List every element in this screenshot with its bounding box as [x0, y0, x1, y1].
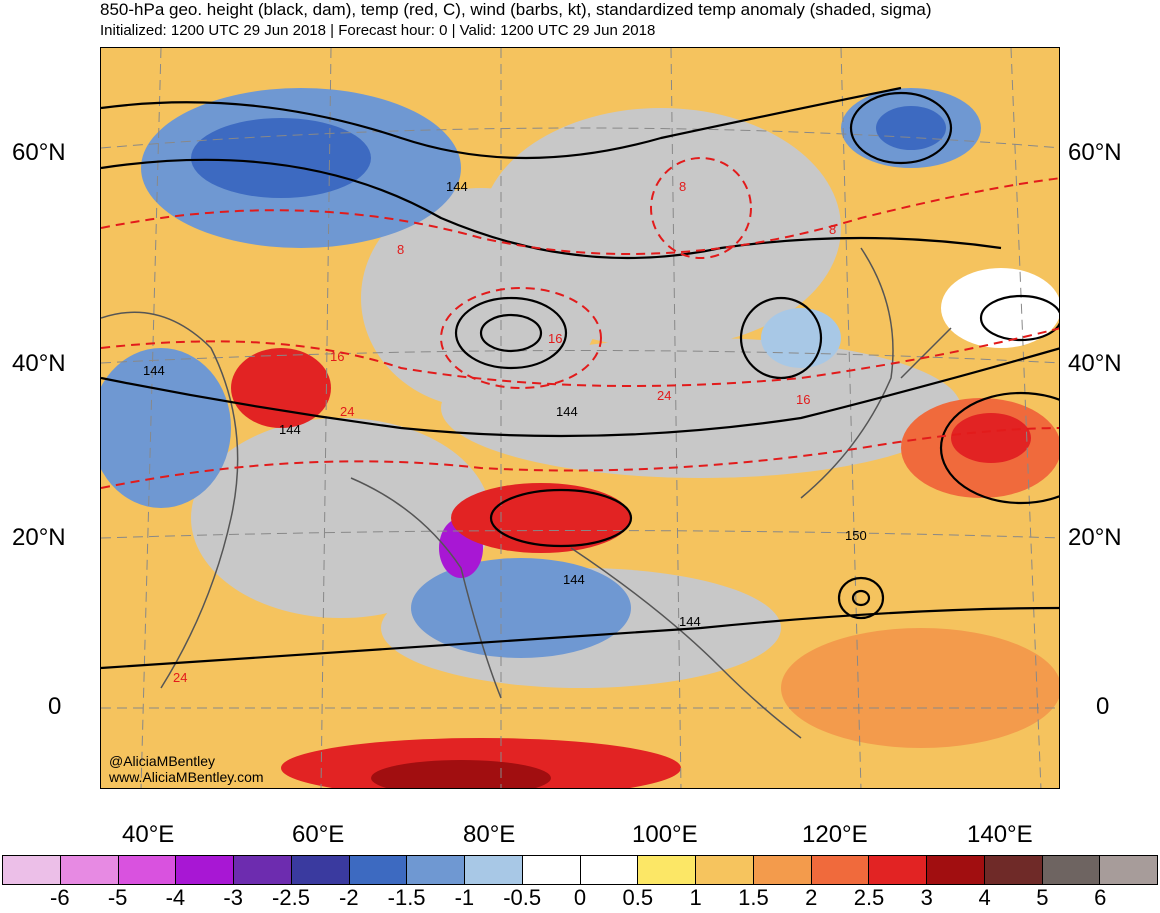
lon-label: 60°E — [292, 821, 345, 848]
lat-label-right: 40°N — [1068, 350, 1122, 377]
lon-label: 120°E — [802, 821, 868, 848]
lat-label-right: 0 — [1096, 693, 1110, 720]
colorbar-tick-label: -2 — [339, 885, 359, 910]
colorbar-swatch — [118, 856, 177, 884]
warm-region-west-pacific — [781, 628, 1059, 748]
temp-label: 8 — [679, 179, 686, 194]
temp-label: 24 — [657, 388, 671, 403]
colorbar-swatch — [407, 856, 465, 884]
lat-label-left: 40°N — [12, 350, 66, 377]
lat-label-right: 20°N — [1068, 524, 1122, 551]
temp-label: 8 — [397, 242, 404, 257]
temperature-contours — [101, 157, 1059, 489]
colorbar-tick-label: 1 — [689, 885, 702, 910]
cold-core-northeast — [876, 106, 946, 150]
height-label-group: 144 144 144 144 144 144 150 — [143, 179, 867, 629]
colorbar-swatch — [984, 856, 1043, 884]
gray-region-arabia — [191, 418, 491, 618]
colorbar — [2, 855, 1158, 885]
chart-subtitle: Initialized: 1200 UTC 29 Jun 2018 | Fore… — [100, 22, 656, 39]
cold-region-china — [761, 308, 841, 368]
height-contours — [101, 86, 1059, 670]
colorbar-tick-label: -4 — [165, 885, 186, 910]
colorbar-swatch — [1100, 856, 1157, 884]
height-label: 144 — [679, 614, 701, 629]
warm-core-equator — [371, 760, 551, 788]
colorbar-swatch — [696, 856, 754, 884]
gray-region-plateau — [441, 338, 961, 478]
lat-label-left: 60°N — [12, 139, 66, 166]
colorbar-tick-label: 0 — [573, 885, 587, 910]
colorbar-swatch — [291, 856, 350, 884]
cold-region-africa — [101, 348, 231, 508]
colorbar-tick-label: -0.5 — [503, 885, 542, 910]
colorbar-tick-label: -1.5 — [387, 885, 426, 910]
colorbar-tick-label: 2.5 — [853, 885, 885, 910]
colorbar-tick-label: -3 — [223, 885, 243, 910]
temp-label: 16 — [330, 349, 344, 364]
height-label: 144 — [279, 422, 301, 437]
colorbar-swatch — [1042, 856, 1101, 884]
colorbar-tick-label: 6 — [1094, 885, 1107, 910]
colorbar-swatch — [176, 856, 234, 884]
colorbar-swatch — [349, 856, 408, 884]
colorbar-swatch — [580, 856, 639, 884]
map-svg: 144 144 144 144 144 144 150 8 8 8 16 16 … — [101, 48, 1059, 788]
colorbar-swatch — [234, 856, 292, 884]
warm-core-caspian — [231, 348, 331, 428]
colorbar-tick-label: 3 — [920, 885, 933, 910]
lon-label: 140°E — [967, 821, 1033, 848]
colorbar-swatch — [638, 856, 696, 884]
warm-core-japan — [951, 413, 1031, 463]
graticule — [101, 48, 1059, 788]
colorbar-tick-label: 5 — [1036, 885, 1049, 910]
chart-title: 850-hPa geo. height (black, dam), temp (… — [100, 0, 932, 19]
colorbar-tick-label: 0.5 — [622, 885, 654, 910]
colorbar-swatch — [753, 856, 812, 884]
coastlines — [101, 247, 952, 739]
lon-label: 100°E — [632, 821, 698, 848]
colorbar-swatch — [811, 856, 870, 884]
temp-label: 16 — [796, 392, 810, 407]
colorbar-swatch — [927, 856, 985, 884]
cold-core-europe — [191, 118, 371, 198]
lat-label-left: 0 — [48, 693, 62, 720]
temp-label: 24 — [340, 404, 354, 419]
colorbar-swatch — [465, 856, 523, 884]
temp-label: 16 — [548, 331, 562, 346]
temp-label: 24 — [173, 670, 187, 685]
height-label: 144 — [556, 404, 578, 419]
height-label: 144 — [446, 179, 468, 194]
colorbar-swatch — [522, 856, 581, 884]
map-panel: 144 144 144 144 144 144 150 8 8 8 16 16 … — [100, 47, 1060, 789]
credit-url: www.AliciaMBentley.com — [109, 769, 264, 785]
credit-handle: @AliciaMBentley — [109, 753, 216, 769]
lat-label-right: 60°N — [1068, 139, 1122, 166]
colorbar-swatch — [60, 856, 119, 884]
colorbar-tick-label: -6 — [50, 885, 70, 910]
height-label: 144 — [563, 572, 585, 587]
colorbar-swatch — [869, 856, 927, 884]
colorbar-tick-label: 4 — [978, 885, 991, 910]
colorbar-tick-label: 2 — [805, 885, 818, 910]
colorbar-tick-label: 1.5 — [738, 885, 769, 910]
temp-label-group: 8 8 8 16 16 16 24 24 24 — [173, 179, 836, 685]
warm-region-tibet — [451, 483, 631, 553]
neutral-region-pacific — [941, 268, 1059, 348]
colorbar-tick-label: -5 — [107, 885, 128, 910]
colorbar-tick-label: -2.5 — [272, 885, 310, 910]
lat-label-left: 20°N — [12, 524, 66, 551]
height-label: 144 — [143, 363, 165, 378]
lon-label: 40°E — [122, 821, 175, 848]
temp-label: 8 — [829, 222, 836, 237]
height-label: 150 — [845, 528, 867, 543]
colorbar-swatch — [3, 856, 61, 884]
lon-label: 80°E — [463, 821, 516, 848]
colorbar-tick-label: -1 — [454, 885, 475, 910]
cold-region-india — [411, 558, 631, 658]
